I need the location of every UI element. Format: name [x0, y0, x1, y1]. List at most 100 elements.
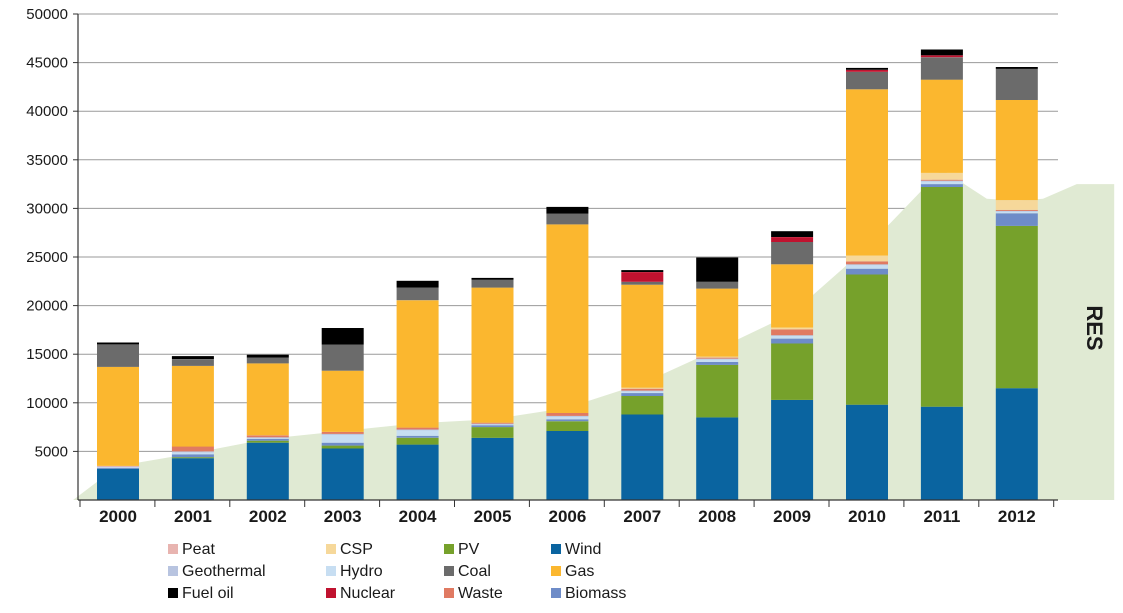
bar-wind-2001	[171, 458, 214, 500]
bar-coal-2009	[771, 241, 814, 265]
bar-geothermal-2004	[396, 429, 439, 431]
bar-fuel-oil-2002	[246, 354, 289, 358]
bar-biomass-2011	[920, 184, 963, 187]
x-tick-label-2001: 2001	[174, 507, 212, 526]
legend-label-wind: Wind	[565, 541, 601, 558]
bar-geothermal-2011	[920, 180, 963, 182]
x-tick-label-2006: 2006	[548, 507, 586, 526]
bar-fuel-oil-2005	[471, 277, 514, 280]
bar-nuclear-2007	[621, 272, 664, 282]
x-tick-label-2007: 2007	[623, 507, 661, 526]
bar-biomass-2000	[97, 467, 139, 469]
bar-biomass-2004	[396, 435, 439, 438]
bar-hydro-2009	[771, 335, 814, 339]
bar-biomass-2008	[696, 362, 739, 365]
bar-fuel-oil-2011	[920, 49, 963, 56]
bar-gas-2008	[696, 288, 739, 357]
legend-swatch-biomass	[551, 588, 561, 598]
legend-swatch-hydro	[326, 566, 336, 576]
bar-wind-2002	[246, 442, 289, 500]
bar-nuclear-2009	[771, 237, 814, 242]
bar-geothermal-2006	[546, 415, 589, 417]
bar-wind-2003	[321, 448, 364, 500]
y-tick-label-20000: 20000	[26, 298, 68, 315]
bar-csp-2012	[995, 200, 1038, 210]
bar-coal-2002	[246, 357, 289, 364]
bar-pv-2012	[995, 225, 1038, 389]
bar-fuel-oil-2012	[995, 67, 1038, 69]
bar-hydro-2004	[396, 430, 439, 436]
legend-label-fuel-oil: Fuel oil	[182, 585, 234, 602]
bar-biomass-2002	[246, 438, 289, 441]
bar-geothermal-2007	[621, 390, 664, 392]
bar-coal-2000	[97, 344, 139, 367]
bar-pv-2009	[771, 343, 814, 400]
bar-geothermal-2002	[246, 437, 289, 439]
bar-coal-2004	[396, 287, 439, 301]
legend-swatch-csp	[326, 544, 336, 554]
y-tick-label-5000: 5000	[35, 443, 68, 460]
bar-waste-2011	[920, 179, 963, 181]
bar-pv-2003	[321, 445, 364, 449]
bar-biomass-2010	[846, 268, 888, 275]
bar-fuel-oil-2008	[696, 257, 739, 282]
bar-hydro-2005	[471, 424, 514, 426]
legend-label-geothermal: Geothermal	[182, 563, 266, 580]
bar-waste-2004	[396, 427, 439, 430]
legend-swatch-peat	[168, 544, 178, 554]
bar-hydro-2003	[321, 434, 364, 443]
bar-waste-2007	[621, 388, 664, 391]
bar-gas-2005	[471, 287, 514, 423]
bar-pv-2011	[920, 187, 963, 407]
bar-coal-2003	[321, 344, 364, 371]
bar-gas-2011	[920, 79, 963, 173]
bar-hydro-2012	[995, 211, 1038, 214]
bar-biomass-2003	[321, 442, 364, 446]
bar-hydro-2008	[696, 359, 739, 362]
bar-gas-2012	[995, 100, 1038, 201]
bar-fuel-oil-2007	[621, 270, 664, 272]
bar-wind-2010	[846, 404, 888, 500]
bar-hydro-2007	[621, 391, 664, 393]
bar-biomass-2009	[771, 338, 814, 344]
x-axis-ticks: 2000 2001 2002 2003 2004 2005 2006 2007 2008 2009…	[79, 500, 1055, 526]
bar-gas-2000	[97, 366, 139, 466]
legend-swatch-wind	[551, 544, 561, 554]
legend-label-pv: PV	[458, 541, 480, 558]
bar-hydro-2000	[97, 467, 139, 468]
bar-waste-2009	[771, 329, 814, 336]
bar-csp-2007	[621, 387, 664, 389]
bar-wind-2005	[471, 437, 514, 500]
bar-peat-2000	[97, 466, 139, 467]
legend-label-biomass: Biomass	[565, 585, 626, 602]
bar-waste-2001	[171, 446, 214, 452]
bar-pv-2010	[846, 274, 888, 405]
bar-geothermal-2001	[171, 451, 214, 453]
legend-label-nuclear: Nuclear	[340, 585, 396, 602]
bar-gas-2009	[771, 264, 814, 328]
bar-csp-2011	[920, 172, 963, 180]
bar-geothermal-2010	[846, 264, 888, 266]
legend-label-peat: Peat	[182, 541, 215, 558]
bar-coal-2012	[995, 68, 1038, 100]
bar-geothermal-2012	[995, 210, 1038, 212]
bar-waste-2005	[471, 422, 514, 424]
legend-label-coal: Coal	[458, 563, 491, 580]
bar-gas-2006	[546, 224, 589, 413]
bar-hydro-2006	[546, 416, 589, 420]
bar-coal-2005	[471, 279, 514, 288]
bar-coal-2006	[546, 213, 589, 225]
bar-fuel-oil-2001	[171, 356, 214, 359]
bar-coal-2008	[696, 281, 739, 289]
bar-fuel-oil-2009	[771, 231, 814, 237]
y-tick-label-35000: 35000	[26, 152, 68, 169]
x-tick-label-2012: 2012	[998, 507, 1036, 526]
bar-waste-2008	[696, 357, 739, 359]
bar-coal-2001	[171, 359, 214, 366]
bar-csp-2009	[771, 327, 814, 330]
legend-label-hydro: Hydro	[340, 563, 383, 580]
bar-wind-2011	[920, 406, 963, 500]
y-tick-label-50000: 50000	[26, 6, 68, 23]
x-tick-label-2005: 2005	[474, 507, 512, 526]
